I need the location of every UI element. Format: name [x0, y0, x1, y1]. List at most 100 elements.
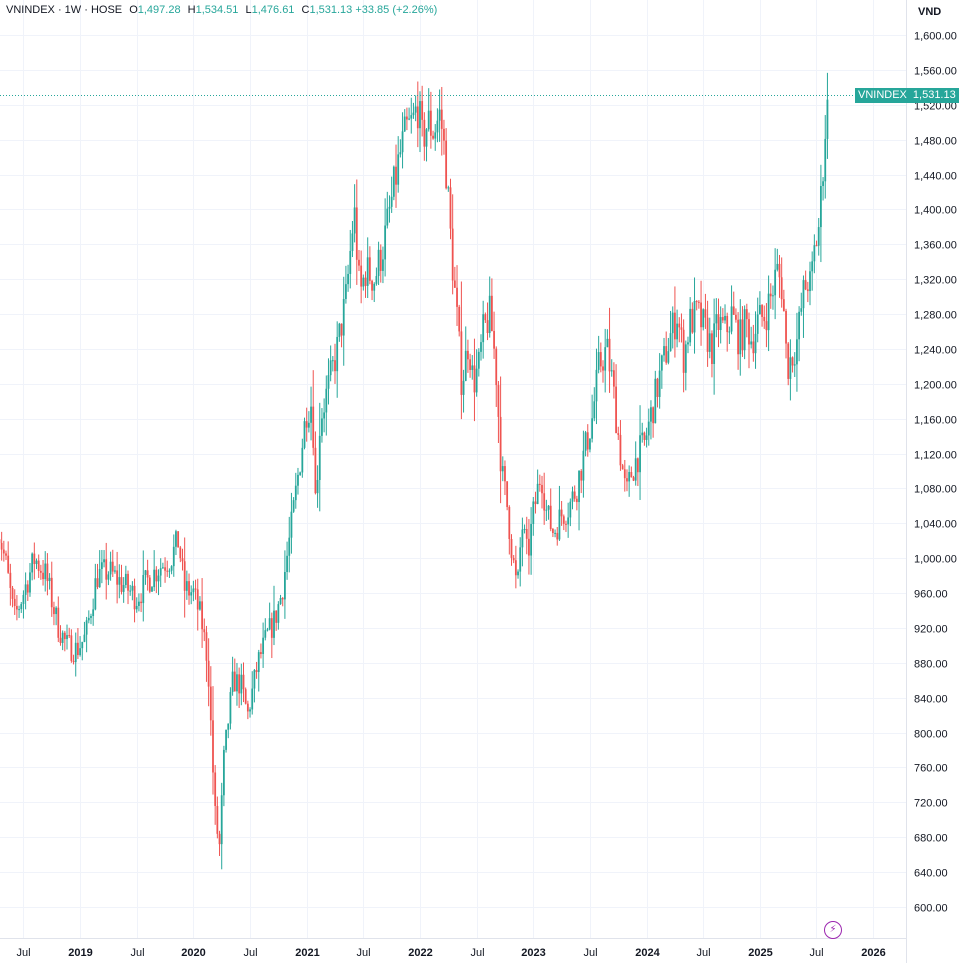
candle	[510, 534, 513, 566]
candle-body	[447, 187, 450, 189]
lightning-icon[interactable]: ⚡	[824, 921, 842, 939]
time-tick-label: Jul	[583, 947, 597, 959]
candle-body	[231, 671, 234, 693]
candle	[817, 217, 820, 256]
candle-body	[822, 181, 824, 187]
candle	[37, 554, 40, 578]
candle-body	[190, 592, 193, 596]
candle-body	[560, 509, 563, 517]
candle-body	[388, 206, 391, 209]
candle	[525, 516, 528, 555]
candle-body	[331, 360, 334, 362]
time-tick-label: 2025	[748, 947, 772, 959]
candle-body	[758, 305, 761, 315]
currency-label[interactable]: VND	[918, 6, 942, 18]
last-price-label: VNINDEX 1,531.13	[855, 88, 959, 103]
candle	[530, 507, 533, 575]
candle-body	[225, 729, 227, 750]
candle-body	[534, 501, 537, 505]
price-axis[interactable]: 600.00 640.00 680.00 720.00 760.00 800.00 840.…	[914, 31, 957, 915]
candle	[334, 343, 336, 384]
candle	[347, 264, 349, 292]
candle	[81, 641, 84, 661]
candle-body	[608, 338, 611, 372]
candle	[279, 594, 282, 605]
candle-body	[2, 549, 5, 554]
candle	[728, 326, 731, 344]
candle-body	[752, 341, 755, 354]
candle	[39, 564, 42, 580]
candle-body	[260, 652, 262, 655]
candle-body	[495, 348, 498, 386]
candle	[663, 337, 665, 362]
candle	[721, 308, 724, 324]
candle-body	[251, 688, 254, 710]
price-tick-label: 1,160.00	[914, 415, 957, 427]
candle-body	[401, 131, 404, 153]
candle-body	[687, 342, 689, 345]
candle	[558, 485, 561, 541]
candle-body	[645, 435, 648, 440]
candle	[33, 542, 36, 580]
candle-body	[203, 629, 206, 633]
candle	[532, 497, 535, 536]
candle-body	[704, 309, 707, 318]
candle-body	[70, 635, 73, 661]
candle-body	[589, 438, 591, 450]
time-axis[interactable]: Jul 2019 Jul 2020 Jul 2021 Jul 2022 Jul 2023 Jul 20…	[16, 947, 885, 959]
candle	[582, 430, 585, 498]
candle	[338, 322, 341, 342]
candle-body	[793, 364, 796, 366]
candle	[168, 568, 171, 578]
candle-body	[351, 233, 354, 251]
candle	[85, 616, 88, 653]
candle-body	[37, 560, 40, 571]
candle-body	[484, 314, 487, 321]
candle	[155, 566, 158, 594]
candle-body	[18, 609, 20, 611]
price-tick-label: 1,320.00	[914, 275, 957, 287]
candle	[523, 524, 526, 534]
candle	[432, 130, 434, 140]
candle	[619, 420, 622, 471]
candle	[824, 115, 827, 199]
candle-body	[652, 407, 655, 424]
candle	[2, 540, 5, 562]
candle-body	[545, 509, 548, 511]
candle	[406, 107, 408, 131]
candle-body	[421, 101, 424, 120]
candle-body	[353, 207, 356, 234]
candle	[495, 346, 498, 407]
candle-body	[283, 571, 286, 600]
candle	[277, 601, 280, 630]
candle-body	[90, 616, 92, 618]
candle	[613, 362, 615, 399]
candle	[506, 481, 509, 511]
candle-body	[499, 416, 502, 472]
price-tick-label: 600.00	[914, 903, 948, 915]
candle-body	[373, 283, 376, 291]
candle	[804, 270, 807, 291]
price-tick-label: 1,040.00	[914, 519, 957, 531]
candle	[423, 112, 426, 161]
candle-body	[382, 259, 384, 271]
candle	[386, 191, 389, 229]
candle-body	[711, 333, 713, 364]
candle	[20, 602, 23, 613]
candle	[225, 729, 227, 753]
last-price-symbol: VNINDEX	[858, 89, 907, 101]
candle	[79, 636, 81, 657]
candle	[42, 559, 44, 586]
candle-body	[199, 601, 201, 610]
candle-body	[521, 529, 524, 548]
candle-body	[695, 301, 698, 303]
candle	[769, 283, 772, 309]
candle-body	[697, 301, 700, 303]
candle-body	[46, 563, 49, 582]
candle-body	[532, 501, 535, 524]
candle	[312, 370, 315, 456]
price-tick-label: 1,560.00	[914, 66, 957, 78]
candle	[181, 548, 184, 571]
candle	[691, 302, 694, 334]
